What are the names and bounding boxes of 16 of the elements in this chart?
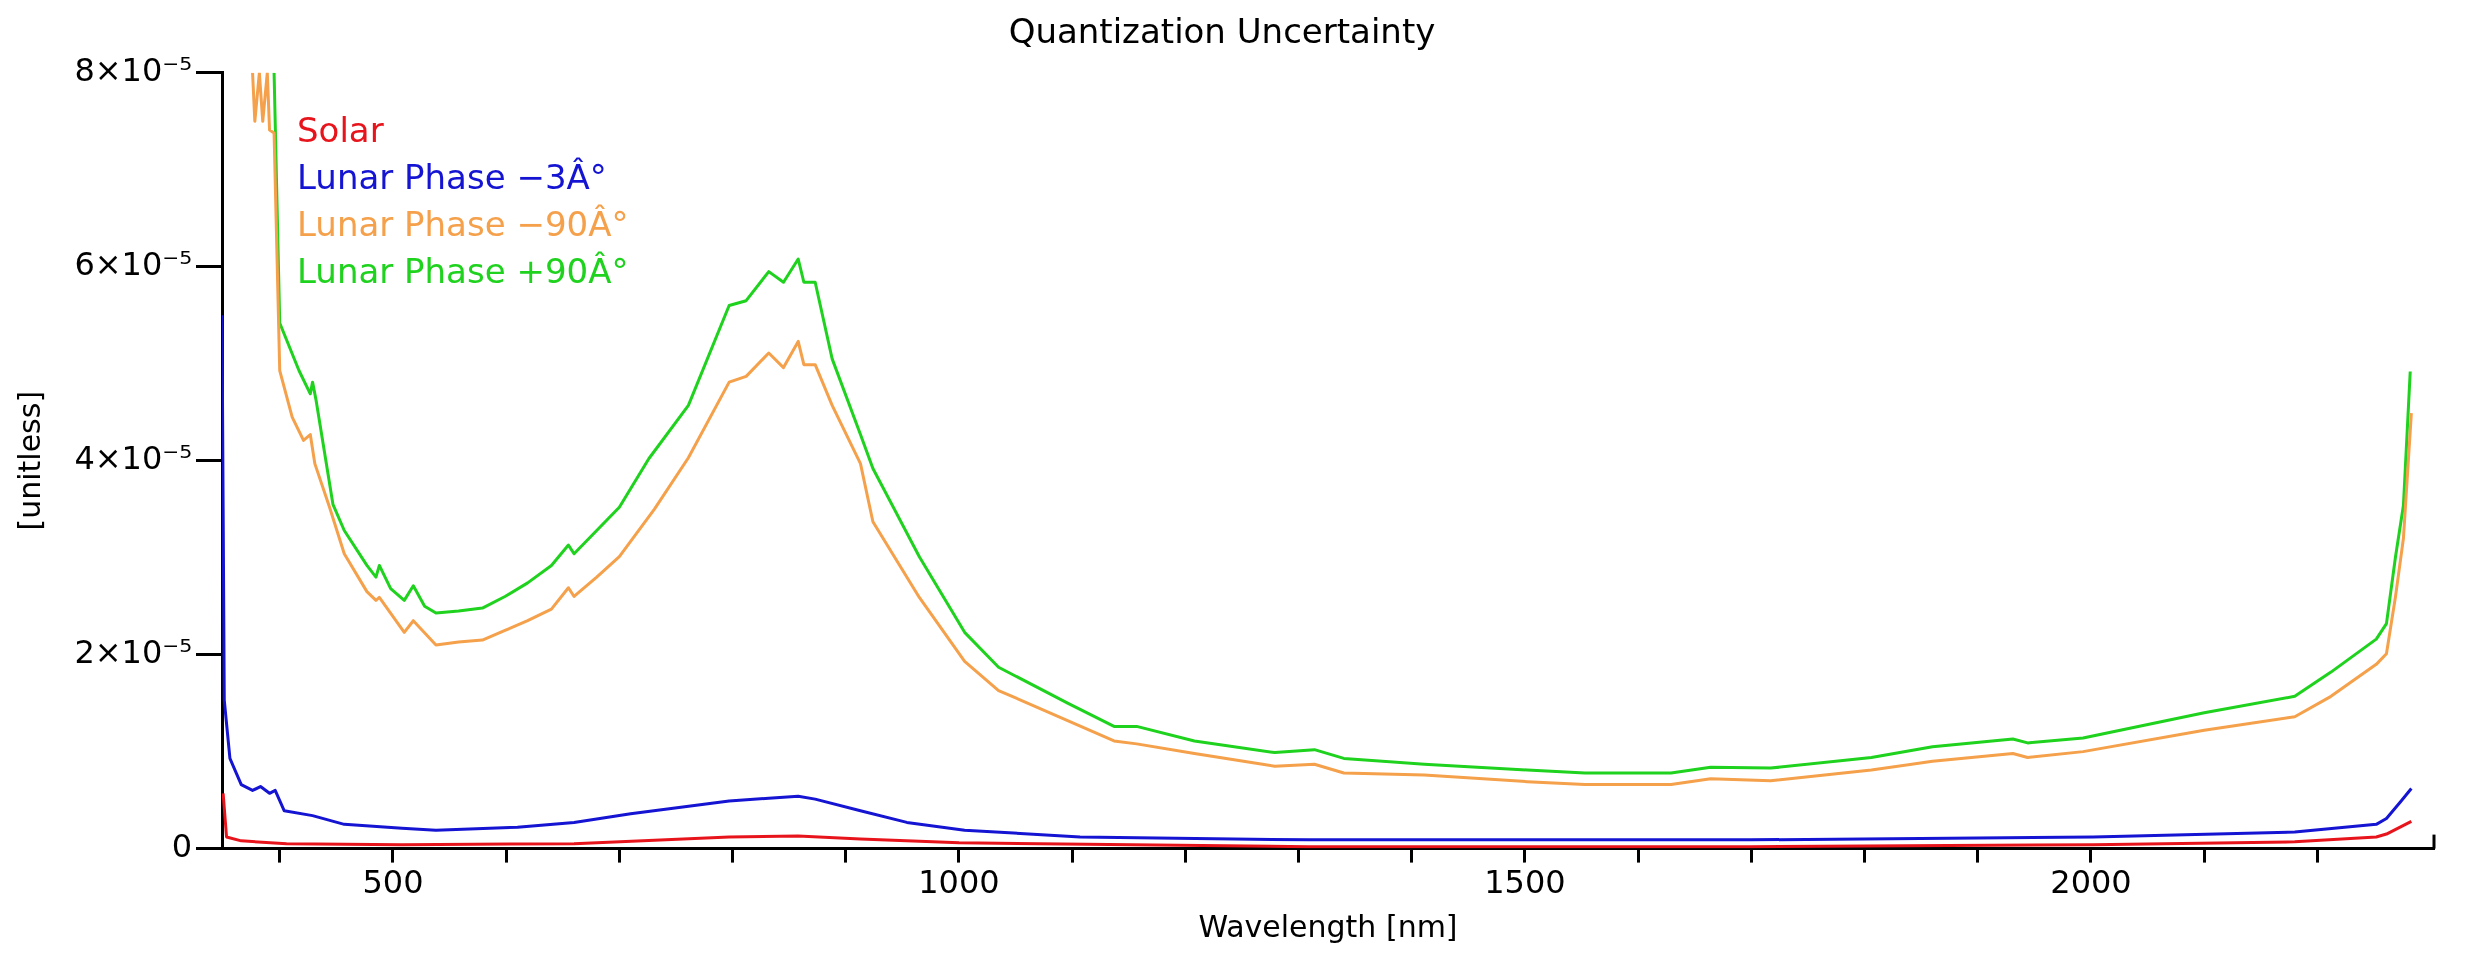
x-axis-title: Wavelength [nm] — [1198, 908, 1458, 944]
text: Solar — [297, 109, 384, 150]
x-tick-label: 1000 — [918, 863, 1000, 902]
series-label: Lunar Phase −90Â° — [297, 203, 629, 244]
y-tick-label: 8×10⁻⁵ — [74, 51, 192, 90]
series-label: Lunar Phase +90Â° — [297, 250, 629, 291]
chart-title: Quantization Uncertainty — [1008, 11, 1436, 52]
y-tick-label: 0 — [171, 826, 192, 865]
x-tick-label: 500 — [362, 863, 424, 902]
x-tick-label: 1500 — [1484, 863, 1566, 902]
text: Lunar Phase −3Â° — [297, 156, 607, 197]
y-axis-title: [unitless] — [11, 390, 47, 531]
x-tick-label: 2000 — [2050, 863, 2132, 902]
y-tick-label: 4×10⁻⁵ — [74, 439, 192, 478]
y-tick-label: 6×10⁻⁵ — [74, 245, 192, 284]
y-tick-label: 2×10⁻⁵ — [74, 632, 192, 671]
